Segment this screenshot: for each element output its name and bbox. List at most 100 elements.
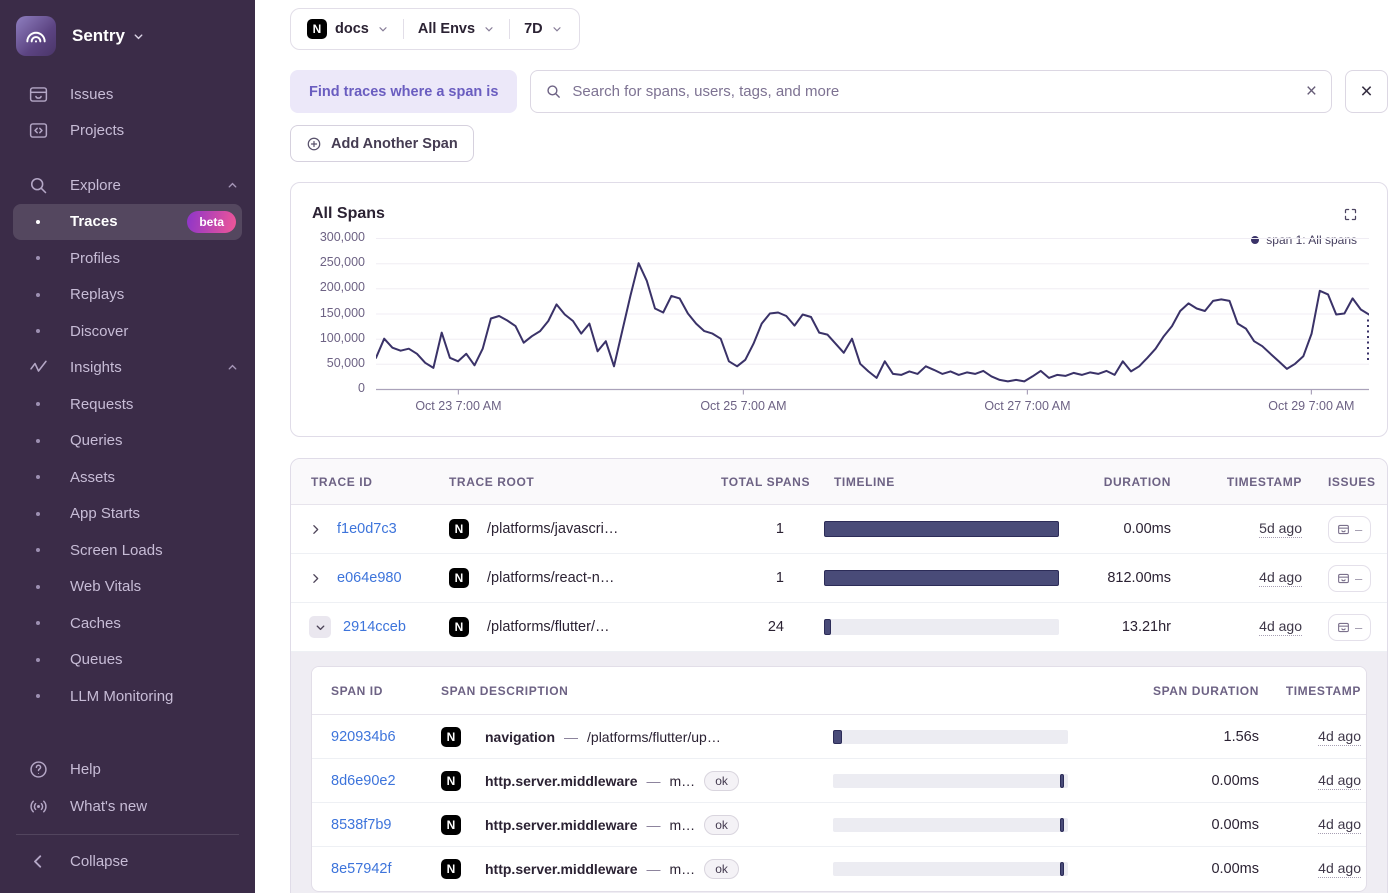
timestamp-link[interactable]: 5d ago (1259, 520, 1302, 538)
timestamp-link[interactable]: 4d ago (1318, 771, 1361, 790)
clear-search-icon[interactable]: × (1305, 81, 1317, 102)
trace-id-link[interactable]: e064e980 (337, 570, 402, 586)
org-switcher[interactable]: Sentry (0, 0, 255, 66)
sidebar-item-assets[interactable]: Assets (0, 459, 255, 496)
column-header-timeline: TIMELINE (834, 474, 895, 489)
date-range-selector[interactable]: 7D (524, 21, 563, 37)
chevron-right-icon[interactable] (309, 572, 325, 585)
span-row[interactable]: 8e57942f N http.server.middleware — m… o… (312, 847, 1366, 891)
spans-table: SPAN ID SPAN DESCRIPTION SPAN DURATION T… (311, 666, 1367, 892)
issues-icon (1338, 622, 1349, 632)
timestamp-link[interactable]: 4d ago (1259, 569, 1302, 587)
span-search-box[interactable]: × (530, 70, 1332, 113)
table-row[interactable]: f1e0d7c3 N /platforms/javascri… 1 0.00ms… (291, 505, 1387, 554)
sidebar-item-help[interactable]: Help (0, 752, 255, 789)
project-selector[interactable]: N docs (307, 19, 389, 39)
column-header-timestamp: TIMESTAMP (1285, 683, 1361, 698)
chart-legend[interactable]: span 1: All spans (1251, 233, 1357, 247)
span-id-link[interactable]: 8538f7b9 (331, 816, 392, 833)
timestamp-link[interactable]: 4d ago (1318, 860, 1361, 878)
timestamp-link[interactable]: 4d ago (1318, 727, 1361, 746)
chevron-up-icon (226, 179, 239, 192)
span-op: http.server.middleware (485, 861, 638, 877)
span-id-link[interactable]: 8e57942f (331, 861, 392, 877)
span-status-badge: ok (704, 814, 739, 835)
issues-icon (1338, 573, 1349, 583)
span-condition-chip[interactable]: Find traces where a span is (290, 70, 518, 113)
remove-span-filter-button[interactable]: × (1345, 70, 1388, 113)
column-header-total-spans: TOTAL SPANS (721, 474, 811, 489)
sidebar-item-label: Assets (70, 468, 116, 486)
issues-empty-dash: – (1355, 570, 1363, 586)
sentry-logo-icon (16, 16, 56, 56)
y-axis-label: 200,000 (319, 280, 365, 295)
sidebar-item-screen-loads[interactable]: Screen Loads (0, 532, 255, 569)
sidebar-item-requests[interactable]: Requests (0, 386, 255, 423)
sidebar-item-projects[interactable]: Projects (0, 113, 255, 150)
sidebar-item-label: Projects (70, 122, 125, 140)
sidebar-item-caches[interactable]: Caches (0, 605, 255, 642)
x-axis-label: Oct 23 7:00 AM (415, 399, 502, 413)
sidebar-section-insights[interactable]: Insights (0, 350, 255, 387)
legend-dot-icon (1251, 236, 1260, 244)
broadcast-icon (28, 796, 49, 817)
table-row[interactable]: e064e980 N /platforms/react-n… 1 812.00m… (291, 554, 1387, 603)
chevron-down-icon (132, 30, 145, 43)
sidebar-item-web-vitals[interactable]: Web Vitals (0, 569, 255, 606)
search-icon (547, 85, 561, 98)
span-search-input[interactable] (572, 83, 1296, 100)
sidebar-collapse-button[interactable]: Collapse (0, 844, 255, 881)
span-id-link[interactable]: 920934b6 (331, 728, 396, 745)
sidebar-section-explore[interactable]: Explore (0, 167, 255, 204)
timestamp-link[interactable]: 4d ago (1259, 618, 1302, 636)
span-row[interactable]: 920934b6 N navigation — /platforms/flutt… (312, 715, 1366, 759)
environment-selector[interactable]: All Envs (418, 21, 495, 37)
spacer (0, 149, 255, 167)
trace-id-link[interactable]: f1e0d7c3 (337, 521, 397, 537)
expand-chart-icon[interactable] (1343, 207, 1358, 222)
issues-count-chip[interactable]: – (1328, 564, 1372, 592)
sidebar-item-queues[interactable]: Queues (0, 642, 255, 679)
main-content: N docs All Envs 7D Find traces where a s… (255, 0, 1400, 893)
sidebar-item-traces[interactable]: Traces beta (13, 203, 242, 240)
column-header-span-description: SPAN DESCRIPTION (441, 683, 569, 698)
table-row-expanded[interactable]: 2914cceb N /platforms/flutter/… 24 13.21… (291, 603, 1387, 652)
sidebar-item-label: Replays (70, 286, 125, 304)
chevron-right-icon[interactable] (309, 523, 325, 536)
span-duration-value: 0.00ms (1211, 816, 1259, 833)
all-spans-chart-panel: All Spans span 1: All spans 0 50,000 100,0… (290, 182, 1388, 437)
sidebar-item-queries[interactable]: Queries (0, 423, 255, 460)
chevron-down-icon[interactable] (309, 616, 331, 638)
sidebar-item-issues[interactable]: Issues (0, 76, 255, 113)
sidebar-item-llm-monitoring[interactable]: LLM Monitoring (0, 678, 255, 715)
sidebar-item-replays[interactable]: Replays (0, 277, 255, 314)
column-header-trace-root: TRACE ROOT (449, 474, 535, 489)
total-spans-value: 24 (767, 619, 784, 635)
timestamp-link[interactable]: 4d ago (1318, 815, 1361, 834)
add-another-span-button[interactable]: Add Another Span (290, 125, 474, 162)
separator: — (646, 816, 661, 833)
sidebar-item-profiles[interactable]: Profiles (0, 240, 255, 277)
sidebar-item-label: Queries (70, 432, 123, 450)
sidebar-item-whats-new[interactable]: What's new (0, 788, 255, 825)
span-status-badge: ok (704, 770, 739, 791)
environment-selector-label: All Envs (417, 21, 476, 37)
nextjs-project-icon: N (441, 814, 461, 835)
sidebar-item-label: Caches (70, 614, 121, 632)
issues-count-chip[interactable]: – (1328, 515, 1372, 543)
issues-count-chip[interactable]: – (1328, 613, 1372, 641)
sidebar-item-app-starts[interactable]: App Starts (0, 496, 255, 533)
y-axis-label: 150,000 (319, 305, 365, 320)
sidebar-item-discover[interactable]: Discover (0, 313, 255, 350)
trace-id-link[interactable]: 2914cceb (343, 619, 406, 635)
timeline-bar (824, 570, 1059, 586)
column-header-duration: DURATION (1103, 474, 1171, 489)
span-row[interactable]: 8d6e90e2 N http.server.middleware — m… o… (312, 759, 1366, 803)
y-axis-label: 300,000 (319, 230, 365, 244)
beta-badge: beta (187, 210, 236, 233)
nextjs-project-icon: N (441, 859, 461, 879)
nextjs-project-icon: N (441, 770, 461, 791)
span-row[interactable]: 8538f7b9 N http.server.middleware — m… o… (312, 803, 1366, 847)
sidebar-item-label: What's new (70, 797, 148, 815)
span-id-link[interactable]: 8d6e90e2 (331, 772, 396, 789)
